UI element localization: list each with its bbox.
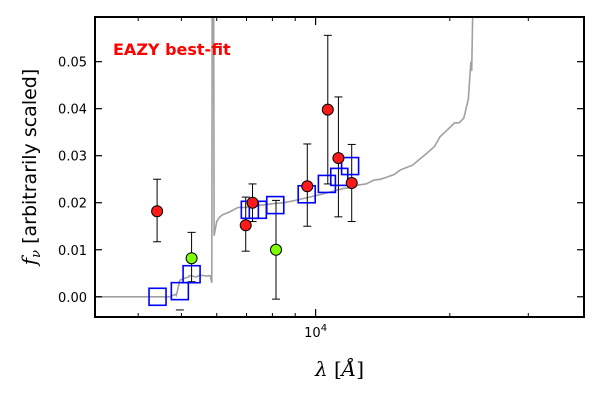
model-band-marker-2 (182, 264, 201, 284)
model-band-marker-0 (148, 287, 167, 307)
template-layer (95, 17, 474, 298)
model-band-marker-8 (329, 167, 349, 187)
y-tick-label-1: 0.01 (58, 244, 87, 259)
low-sn-point-0 (185, 252, 198, 265)
axis-ticks-layer: 0.00 0.01 0.02 0.03 0.04 0.05 (58, 17, 584, 317)
y-tick-label-4: 0.04 (58, 103, 87, 118)
y-axis-subscript: ν (29, 250, 44, 258)
x-axis-close-bracket: ] (356, 357, 364, 381)
detection-point-0 (151, 205, 164, 218)
model-band-marker-9 (340, 156, 360, 176)
x-axis-label: λ [Å] (314, 356, 364, 381)
detection-point-3 (301, 180, 314, 193)
detection-point-1 (239, 219, 252, 232)
y-axis-text: [arbitrarily scaled] (19, 69, 41, 244)
model-band-marker-7 (317, 174, 337, 194)
photometry-layer (151, 103, 358, 265)
detection-point-6 (345, 176, 358, 189)
x-axis-unit: Å (340, 356, 356, 381)
x-tick-exponent: 4 (321, 323, 327, 334)
detection-point-5 (332, 152, 345, 165)
y-axis-label: fν [arbitrarily scaled] (17, 69, 44, 268)
model-band-marker-1 (170, 281, 190, 301)
x-axis-symbol: λ (314, 357, 328, 381)
template-sed-line (95, 17, 474, 298)
x-tick-label-10000: 104 (304, 323, 327, 341)
x-tick-base: 10 (304, 326, 321, 341)
annotation-label: EAZY best-fit (113, 40, 231, 59)
y-tick-label-5: 0.05 (58, 56, 87, 71)
model-band-marker-5 (265, 195, 285, 215)
plot-frame (94, 16, 585, 318)
y-tick-label-0: 0.00 (58, 291, 87, 306)
detection-point-4 (321, 103, 334, 116)
y-tick-label-2: 0.02 (58, 197, 87, 212)
model-bands-layer (148, 156, 360, 307)
x-axis-open-bracket: [ (334, 357, 342, 381)
low-sn-point-1 (269, 243, 282, 256)
detection-point-2 (246, 196, 259, 209)
y-tick-label-3: 0.03 (58, 150, 87, 165)
